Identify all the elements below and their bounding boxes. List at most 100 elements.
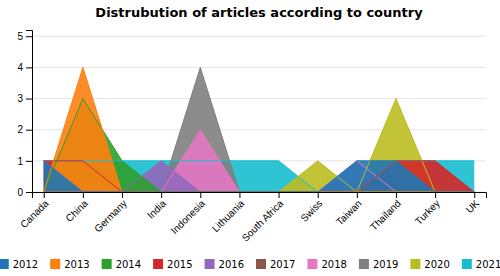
x-tick: Canada	[18, 192, 51, 230]
area	[44, 161, 475, 192]
legend: 2012 2013 2014 2015 2016 2017 2018 2019 2020 2021	[0, 259, 500, 270]
x-tick-label: China	[63, 197, 90, 224]
line	[44, 161, 475, 192]
y-tick-mark	[26, 192, 32, 193]
x-tick: Lithuania	[210, 192, 247, 234]
x-tick-mark	[161, 192, 162, 198]
x-tick-mark	[279, 192, 280, 198]
y-tick-label: 0	[17, 187, 23, 198]
y-tick-label: 5	[17, 31, 23, 42]
x-tick-mark	[239, 192, 240, 198]
x-tick-mark	[318, 192, 319, 198]
line	[44, 99, 475, 192]
y-tick: 3	[17, 93, 32, 104]
x-tick-mark	[44, 192, 45, 198]
legend-label: 2014	[116, 259, 141, 270]
legend-item: 2015	[153, 259, 192, 270]
legend-item: 2019	[359, 259, 398, 270]
y-tick: 4	[17, 62, 32, 73]
legend-swatch	[205, 259, 215, 269]
line	[44, 67, 475, 192]
x-tick: Thailand	[368, 192, 403, 233]
legend-item: 2017	[256, 259, 295, 270]
y-tick-label: 3	[17, 93, 23, 104]
y-tick-mark	[26, 36, 32, 37]
grid	[32, 36, 486, 192]
x-tick-label: Swiss	[298, 198, 324, 224]
x-axis: Canada ChinaGermany IndiaIndonesiaLithuani…	[18, 192, 486, 244]
y-tick: 1	[17, 156, 32, 167]
title: Distrubution of articles according to co…	[95, 5, 423, 20]
y-tick-label: 1	[17, 156, 23, 167]
line	[44, 99, 475, 192]
plot-area	[44, 67, 475, 192]
y-tick-label: 2	[17, 124, 23, 135]
area	[44, 67, 475, 192]
y-tick-label: 4	[17, 62, 23, 73]
chart: 0 1 2 3 4 5 Canada ChinaGermany IndiaIndonesiaLi…	[0, 0, 500, 276]
legend-label: 2020	[424, 259, 449, 270]
legend-swatch	[410, 259, 420, 269]
y-tick: 5	[17, 31, 32, 42]
x-tick-label: Taiwan	[334, 198, 364, 228]
legend-swatch	[256, 259, 266, 269]
legend-label: 2015	[167, 259, 192, 270]
x-tick-label: South Africa	[240, 197, 286, 243]
line	[44, 67, 475, 192]
x-tick: Turkey	[413, 192, 442, 227]
legend-label: 2013	[64, 259, 89, 270]
x-tick: South Africa	[240, 192, 286, 244]
x-tick-mark	[396, 192, 397, 198]
legend-swatch	[0, 259, 9, 269]
x-tick: Swiss	[298, 192, 324, 224]
x-tick-mark	[357, 192, 358, 198]
grid-line	[32, 98, 486, 99]
legend-label: 2016	[219, 259, 244, 270]
x-tick-mark	[435, 192, 436, 198]
legend-swatch	[50, 259, 60, 269]
x-tick: Indonesia	[169, 192, 208, 236]
y-tick-mark	[26, 161, 32, 162]
legend-item: 2012	[0, 259, 38, 270]
y-axis: 0 1 2 3 4 5	[17, 31, 32, 198]
x-tick-label: India	[145, 197, 168, 220]
legend-label: 2012	[13, 259, 38, 270]
x-tick-label: UK	[464, 197, 482, 215]
x-axis-line	[33, 193, 487, 199]
x-tick-label: Canada	[18, 197, 51, 230]
legend-swatch	[462, 259, 472, 269]
x-tick-label: Indonesia	[169, 197, 208, 236]
x-tick: China	[63, 192, 90, 224]
x-tick-label: Germany	[92, 198, 129, 235]
x-tick-label: Turkey	[413, 198, 442, 227]
area	[44, 67, 475, 192]
legend-item: 2020	[410, 259, 449, 270]
legend-label: 2021	[476, 259, 500, 270]
legend-item: 2021	[462, 259, 500, 270]
x-tick: India	[145, 192, 168, 221]
y-tick-mark	[26, 130, 32, 131]
y-tick-mark	[26, 99, 32, 100]
legend-swatch	[153, 259, 163, 269]
legend-item: 2014	[102, 259, 141, 270]
legend-item: 2018	[307, 259, 346, 270]
legend-label: 2019	[373, 259, 398, 270]
legend-item: 2013	[50, 259, 89, 270]
y-tick: 2	[17, 124, 32, 135]
x-tick-mark	[122, 192, 123, 198]
y-axis-line	[26, 31, 33, 193]
x-tick-label: Thailand	[368, 198, 403, 233]
grid-line	[32, 36, 486, 37]
legend-swatch	[102, 259, 112, 269]
y-tick-mark	[26, 67, 32, 68]
legend-item: 2016	[205, 259, 244, 270]
x-tick: Germany	[92, 192, 129, 235]
line	[44, 161, 475, 192]
x-tick: UK	[464, 192, 482, 215]
x-tick-mark	[200, 192, 201, 198]
grid-line	[32, 67, 486, 68]
x-tick-mark	[83, 192, 84, 198]
x-tick-mark	[474, 192, 475, 198]
x-tick: Taiwan	[334, 192, 364, 227]
legend-swatch	[307, 259, 317, 269]
